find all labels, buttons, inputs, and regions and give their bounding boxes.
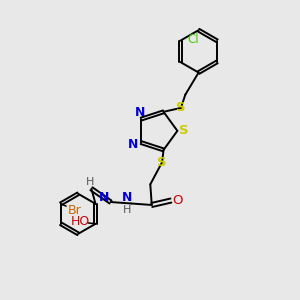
Text: H: H bbox=[123, 205, 131, 215]
Text: N: N bbox=[134, 106, 145, 119]
Text: H: H bbox=[86, 177, 94, 187]
Text: HO: HO bbox=[70, 215, 90, 228]
Text: N: N bbox=[122, 190, 132, 203]
Text: O: O bbox=[172, 194, 183, 207]
Text: Br: Br bbox=[68, 204, 82, 217]
Text: S: S bbox=[176, 101, 186, 114]
Text: Cl: Cl bbox=[188, 33, 199, 46]
Text: S: S bbox=[179, 124, 189, 137]
Text: N: N bbox=[99, 191, 109, 204]
Text: N: N bbox=[128, 138, 138, 151]
Text: S: S bbox=[157, 156, 167, 169]
